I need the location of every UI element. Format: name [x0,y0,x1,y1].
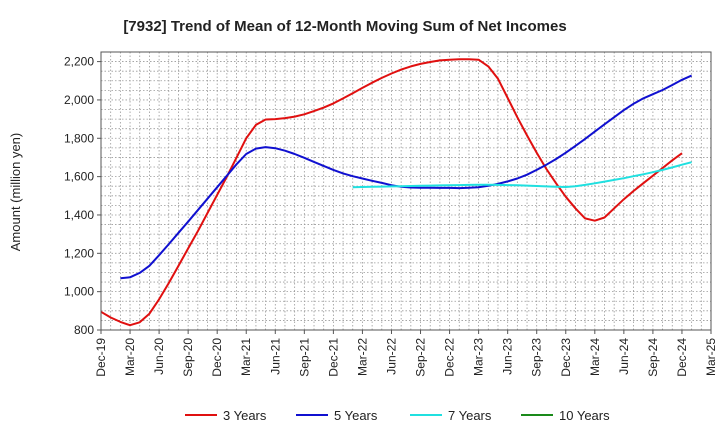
x-tick-label: Mar-23 [472,338,486,376]
x-tick-label: Sep-22 [414,338,428,377]
y-tick-label: 1,200 [64,246,94,260]
x-tick-label: Sep-21 [297,338,311,377]
y-tick-label: 1,600 [64,170,94,184]
y-axis-ticks: 800 1,000 1,200 1,400 1,600 1,800 2,000 2,200 [64,55,101,337]
legend-label: 7 Years [448,408,492,423]
x-tick-label: Jun-22 [384,338,398,375]
y-tick-label: 2,000 [64,93,94,107]
legend-label: 3 Years [223,408,267,423]
x-tick-label: Jun-23 [501,338,515,375]
series-layer [100,58,693,327]
x-tick-label: Dec-23 [559,338,573,377]
x-tick-label: Dec-19 [94,338,108,377]
plot-frame [100,51,712,331]
series-line-5-years [120,74,693,280]
y-tick-label: 1,400 [64,208,94,222]
grid [101,51,711,330]
x-tick-label: Mar-20 [123,338,137,376]
chart-title: [7932] Trend of Mean of 12-Month Moving … [123,18,566,35]
y-tick-label: 1,000 [64,285,94,299]
x-tick-label: Dec-24 [675,338,689,377]
legend-label: 5 Years [334,408,378,423]
legend: 3 Years 5 Years 7 Years 10 Years [185,408,610,423]
y-axis-label: Amount (million yen) [8,133,23,252]
x-tick-label: Dec-21 [326,338,340,377]
legend-label: 10 Years [559,408,610,423]
x-tick-label: Jun-24 [617,338,631,375]
x-tick-label: Dec-20 [210,338,224,377]
x-tick-label: Dec-22 [443,338,457,377]
x-tick-label: Jun-21 [268,338,282,375]
series-line-3-years [100,58,683,327]
x-tick-label: Mar-25 [704,338,718,376]
y-tick-label: 800 [74,323,94,337]
series-line-7-years [352,161,692,189]
x-axis-ticks: Dec-19 Mar-20 Jun-20 Sep-20 Dec-20 Mar-21 Jun-… [94,330,718,377]
x-tick-label: Sep-24 [646,338,660,377]
x-tick-label: Jun-20 [152,338,166,375]
x-tick-label: Sep-20 [181,338,195,377]
y-tick-label: 1,800 [64,131,94,145]
x-tick-label: Mar-21 [239,338,253,376]
y-tick-label: 2,200 [64,55,94,69]
x-tick-label: Mar-22 [355,338,369,376]
x-tick-label: Sep-23 [530,338,544,377]
x-tick-label: Mar-24 [588,338,602,376]
